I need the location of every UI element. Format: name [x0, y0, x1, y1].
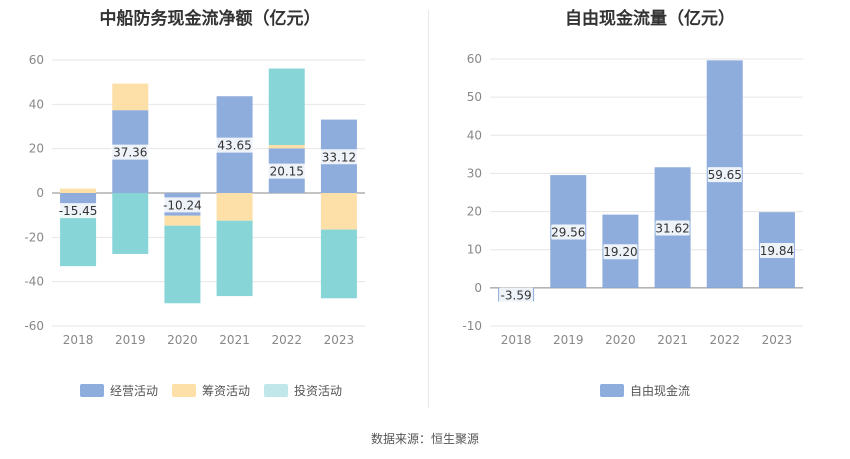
y-tick-label: 50: [467, 90, 482, 104]
data-label-bg: [759, 243, 794, 259]
chart-divider: [428, 10, 429, 408]
bar: [112, 193, 149, 254]
legend-swatch-investing: [264, 384, 289, 397]
data-label: 33.12: [322, 150, 356, 164]
legend-swatch-financing: [172, 384, 197, 397]
free-cash-flow-chart: 60 50 40 30 20 10 0 -10 2018 -3.59 2019 29.56 2020 19…: [462, 52, 803, 347]
x-tick-label: 2020: [167, 333, 198, 347]
y-tick-label: 40: [29, 97, 44, 111]
bar: [60, 188, 97, 193]
x-tick-label: 2023: [762, 333, 793, 347]
x-tick-label: 2021: [657, 333, 688, 347]
legend-item-investing[interactable]: 投资活动: [264, 382, 342, 399]
y-tick-label: 30: [467, 166, 482, 180]
data-label-bg: [267, 163, 306, 179]
legend-item-operating[interactable]: 经营活动: [80, 382, 158, 399]
y-tick-label: 60: [29, 53, 44, 67]
data-label-bg: [59, 203, 98, 219]
x-tick-label: 2021: [219, 333, 250, 347]
legend-label-free-cash-flow: 自由现金流: [630, 384, 691, 398]
bar: [268, 68, 305, 146]
x-tick-label: 2018: [63, 333, 94, 347]
y-tick-label: 40: [467, 128, 482, 142]
data-label: 59.65: [708, 168, 742, 182]
data-label: 31.62: [655, 222, 689, 236]
right-chart-title: 自由现金流量（亿元）: [565, 9, 735, 29]
y-tick-label: -20: [24, 230, 44, 244]
cash-flow-net-chart: 60 40 20 0 -20 -40 -60 2018 -15.45 2019 37.36 2020 -…: [24, 53, 365, 347]
x-tick-label: 2022: [709, 333, 740, 347]
data-label-bg: [319, 149, 358, 165]
bar: [216, 193, 253, 221]
legend-swatch-free-cash-flow: [600, 384, 624, 397]
y-tick-label: -40: [24, 275, 44, 289]
data-label: 43.65: [217, 139, 251, 153]
bar: [216, 220, 253, 297]
legend-swatch-operating: [80, 384, 104, 397]
bar: [268, 145, 305, 149]
x-tick-label: 2023: [324, 333, 355, 347]
bar: [164, 225, 201, 304]
bar: [320, 229, 357, 299]
x-tick-label: 2019: [553, 333, 584, 347]
bar: [112, 83, 149, 111]
left-chart-title: 中船防务现金流净额（亿元）: [99, 9, 321, 29]
data-label: 29.56: [551, 225, 585, 239]
data-label-bg: [163, 197, 202, 213]
y-tick-label: -60: [24, 319, 44, 333]
data-label: 37.36: [113, 146, 147, 160]
x-tick-label: 2022: [271, 333, 302, 347]
y-tick-label: 0: [36, 186, 44, 200]
bar: [164, 215, 201, 226]
right-legend: 自由现金流: [600, 382, 690, 399]
legend-label-operating: 经营活动: [110, 384, 159, 398]
data-label-bg: [655, 220, 690, 236]
y-tick-label: 20: [467, 205, 482, 219]
bar: [60, 212, 97, 267]
data-label: 20.15: [270, 165, 304, 179]
y-tick-label: 10: [467, 243, 482, 257]
y-tick-label: 60: [467, 52, 482, 66]
y-tick-label: -10: [462, 319, 482, 333]
x-tick-label: 2020: [605, 333, 636, 347]
data-source-note: 数据来源：恒生聚源: [370, 432, 479, 446]
data-label-bg: [499, 287, 534, 303]
y-tick-label: 20: [29, 142, 44, 156]
data-label: -3.59: [501, 289, 532, 303]
data-label-bg: [111, 144, 150, 160]
data-label: -15.45: [59, 204, 98, 218]
data-label: -10.24: [163, 198, 202, 212]
x-tick-label: 2018: [501, 333, 532, 347]
legend-label-investing: 投资活动: [294, 384, 343, 398]
legend-item-financing[interactable]: 筹资活动: [172, 382, 250, 399]
left-legend: 经营活动 筹资活动 投资活动: [80, 382, 342, 399]
data-label: 19.20: [603, 245, 637, 259]
x-tick-label: 2019: [115, 333, 146, 347]
data-label: 19.84: [760, 244, 794, 258]
y-tick-label: 0: [474, 281, 482, 295]
legend-item-free-cash-flow[interactable]: 自由现金流: [600, 382, 690, 399]
data-label-bg: [215, 137, 254, 153]
legend-label-financing: 筹资活动: [202, 384, 251, 398]
data-label-bg: [603, 244, 638, 260]
data-label-bg: [551, 224, 586, 240]
bar: [320, 193, 357, 230]
data-label-bg: [707, 167, 742, 183]
